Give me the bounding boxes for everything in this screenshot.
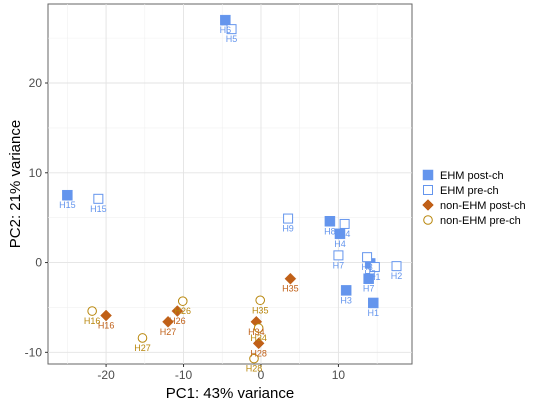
x-tick-label: -10 (175, 368, 193, 382)
point-label: H4 (339, 229, 351, 239)
point-label: H8 (324, 226, 336, 236)
data-point (340, 285, 352, 296)
data-point (220, 14, 231, 26)
x-tick-label: 0 (258, 368, 265, 382)
point-label: H7 (333, 260, 345, 270)
point-label: H4 (334, 239, 346, 249)
point-label: H5 (226, 34, 238, 44)
point-label: H34 (250, 333, 267, 343)
y-tick-label: -10 (25, 345, 43, 359)
data-point (283, 213, 294, 224)
x-axis-title: PC1: 43% variance (166, 385, 294, 402)
y-tick-label: 10 (29, 166, 43, 180)
data-point (253, 323, 264, 333)
point-label: H34 (248, 327, 265, 337)
data-point (249, 353, 259, 364)
point-label: H7 (363, 284, 375, 294)
data-point (391, 261, 402, 272)
legend-label: non-EHM pre-ch (440, 215, 521, 227)
point-label: H3 (361, 262, 373, 272)
data-point (171, 305, 184, 317)
point-label: H9 (282, 224, 294, 234)
data-point (369, 262, 380, 273)
legend-key (422, 199, 434, 211)
point-label: H16 (98, 321, 115, 331)
point-label: H28 (246, 364, 263, 374)
y-tick-label: 20 (29, 76, 43, 90)
point-label: H27 (134, 343, 151, 353)
legend-key (423, 185, 433, 195)
x-tick-label: -20 (97, 368, 115, 382)
x-tick-label: 10 (332, 368, 346, 382)
legend-item: EHM post-ch (422, 169, 504, 182)
legend-item: EHM pre-ch (423, 185, 499, 197)
point-label: H6 (220, 25, 232, 35)
data-point (284, 272, 297, 285)
legend-label: non-EHM post-ch (440, 200, 526, 212)
data-point (333, 250, 344, 261)
y-axis-title: PC2: 21% variance (7, 120, 24, 248)
legend-label: EHM pre-ch (440, 185, 499, 197)
legend-item: non-EHM post-ch (422, 199, 526, 212)
data-point (324, 216, 336, 227)
point-label: H35 (282, 284, 299, 294)
data-point (137, 333, 148, 343)
data-point (93, 193, 104, 204)
point-label: H15 (90, 204, 107, 214)
data-point (252, 337, 265, 350)
data-point (363, 273, 374, 284)
point-label: H35 (252, 305, 269, 315)
data-point (226, 24, 237, 35)
legend: EHM post-ch EHM pre-ch non-EHM post-ch non-… (422, 169, 526, 227)
point-label: H26 (174, 306, 191, 316)
data-point (162, 315, 174, 328)
point-label: H28 (250, 348, 267, 358)
point-label: H3 (340, 295, 352, 305)
axis-ticks: -20 -10 0 10 -10 0 10 20 (25, 76, 346, 382)
data-point (62, 189, 73, 201)
legend-key (422, 169, 434, 181)
grid-lines (48, 4, 412, 364)
data-point (87, 306, 97, 316)
point-label: H2 (391, 271, 403, 281)
point-label: H2 (364, 268, 376, 278)
point-label: H1 (369, 272, 381, 282)
point-label: H27 (160, 327, 177, 337)
legend-label: EHM post-ch (440, 170, 504, 182)
point-label: H26 (169, 316, 186, 326)
data-point (100, 309, 112, 322)
point-label: H1 (368, 308, 380, 318)
legend-item: non-EHM pre-ch (423, 215, 521, 227)
y-tick-label: 0 (35, 256, 42, 270)
legend-key (423, 215, 433, 225)
data-point (339, 218, 350, 229)
data-point (255, 295, 266, 306)
data-point (368, 297, 379, 309)
point-label: H16 (84, 316, 101, 326)
data-point (362, 252, 373, 263)
point-label: H15 (59, 200, 76, 210)
data-point (177, 296, 188, 306)
data-points (62, 14, 402, 364)
plot-panel (47, 3, 413, 365)
